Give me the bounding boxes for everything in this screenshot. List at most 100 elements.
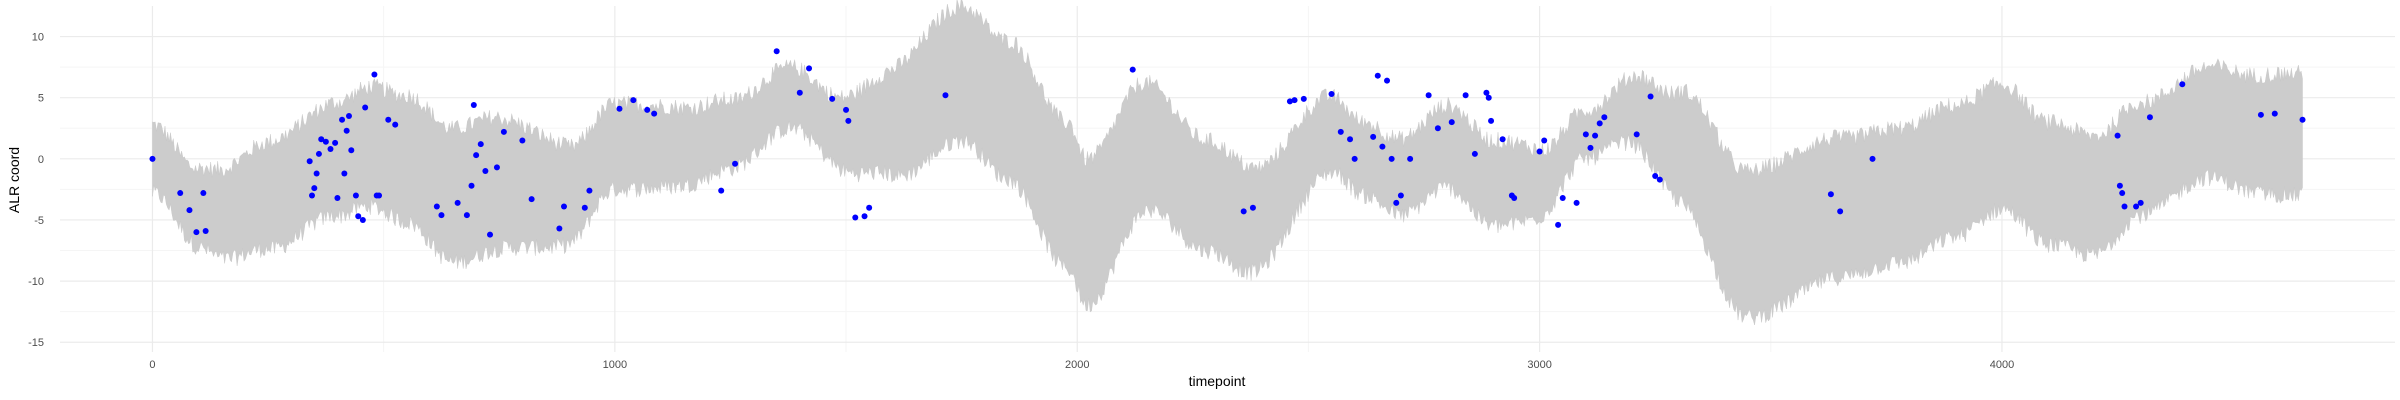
data-point <box>806 65 813 72</box>
data-point <box>200 190 207 197</box>
data-point <box>177 190 184 197</box>
data-point <box>345 113 352 120</box>
data-point <box>1300 95 1307 102</box>
data-point <box>438 212 445 219</box>
data-point <box>1425 92 1432 99</box>
data-point <box>1471 150 1478 157</box>
data-point <box>1337 128 1344 135</box>
data-points <box>149 48 2306 238</box>
data-point <box>556 225 563 232</box>
y-tick-label: 0 <box>38 154 44 166</box>
data-point <box>470 102 477 109</box>
x-axis-title: timepoint <box>1189 373 1246 389</box>
data-point <box>1587 144 1594 151</box>
data-point <box>202 227 209 234</box>
data-point <box>392 121 399 128</box>
data-point <box>500 128 507 135</box>
data-point <box>1488 117 1495 124</box>
data-point <box>193 229 200 236</box>
data-point <box>334 194 341 201</box>
data-point <box>385 116 392 123</box>
x-tick-label: 0 <box>149 359 155 371</box>
data-point <box>718 187 725 194</box>
data-point <box>1592 132 1599 139</box>
data-point <box>1328 91 1335 98</box>
data-point <box>1347 136 1354 143</box>
data-point <box>2179 81 2186 88</box>
data-point <box>560 203 567 210</box>
data-point <box>519 137 526 144</box>
data-point <box>313 170 320 177</box>
data-point <box>528 196 535 203</box>
prediction-band <box>152 0 2303 326</box>
y-tick-label: 5 <box>38 93 44 105</box>
data-point <box>308 192 315 199</box>
data-point <box>1633 131 1640 138</box>
data-point <box>843 106 850 113</box>
data-point <box>322 138 329 145</box>
data-point <box>315 150 322 157</box>
data-point <box>796 89 803 96</box>
data-point <box>327 146 334 153</box>
data-point <box>1511 194 1518 201</box>
data-point <box>1656 176 1663 183</box>
data-point <box>630 97 637 104</box>
data-point <box>306 158 313 165</box>
data-point <box>482 168 489 175</box>
data-point <box>339 116 346 123</box>
data-point <box>1647 93 1654 100</box>
data-point <box>773 48 780 55</box>
data-point <box>463 212 470 219</box>
data-point <box>1837 208 1844 215</box>
data-point <box>581 204 588 211</box>
data-point <box>1483 89 1490 96</box>
data-point <box>454 199 461 206</box>
y-tick-label: -15 <box>28 337 44 349</box>
data-point <box>1827 191 1834 198</box>
data-point <box>1573 199 1580 206</box>
data-point <box>2121 203 2128 210</box>
y-tick-label: 10 <box>32 32 44 44</box>
data-point <box>1555 221 1562 228</box>
data-point <box>1485 94 1492 101</box>
data-point <box>1240 208 1247 215</box>
data-point <box>2146 114 2153 121</box>
data-point <box>186 207 193 214</box>
data-point <box>866 204 873 211</box>
data-point <box>1499 136 1506 143</box>
data-point <box>468 182 475 189</box>
tick-labels: 0 1000 2000 3000 4000 -15 -10 -5 0 5 10 <box>28 32 2014 371</box>
data-point <box>487 231 494 238</box>
data-point <box>1559 194 1566 201</box>
data-point <box>942 92 949 99</box>
y-axis-title: ALR coord <box>6 147 22 213</box>
data-point <box>1448 119 1455 126</box>
data-point <box>1541 137 1548 144</box>
data-point <box>352 192 359 199</box>
data-point <box>845 117 852 124</box>
data-point <box>1434 125 1441 132</box>
y-tick-label: -10 <box>28 276 44 288</box>
data-point <box>1407 155 1414 162</box>
data-point <box>1536 148 1543 155</box>
data-point <box>311 185 318 192</box>
x-tick-label: 4000 <box>1990 359 2014 371</box>
x-tick-label: 2000 <box>1065 359 1089 371</box>
data-point <box>861 213 868 220</box>
data-point <box>1370 133 1377 140</box>
data-point <box>341 170 348 177</box>
data-point <box>359 216 366 223</box>
data-point <box>1869 155 1876 162</box>
data-point <box>732 160 739 167</box>
data-point <box>2119 190 2126 197</box>
data-point <box>473 152 480 159</box>
data-point <box>651 110 658 117</box>
data-point <box>371 71 378 78</box>
data-point <box>2116 182 2123 189</box>
data-point <box>2299 116 2306 123</box>
data-point <box>376 192 383 199</box>
data-point <box>1462 92 1469 99</box>
uncertainty-band <box>152 0 2303 326</box>
data-point <box>343 127 350 134</box>
